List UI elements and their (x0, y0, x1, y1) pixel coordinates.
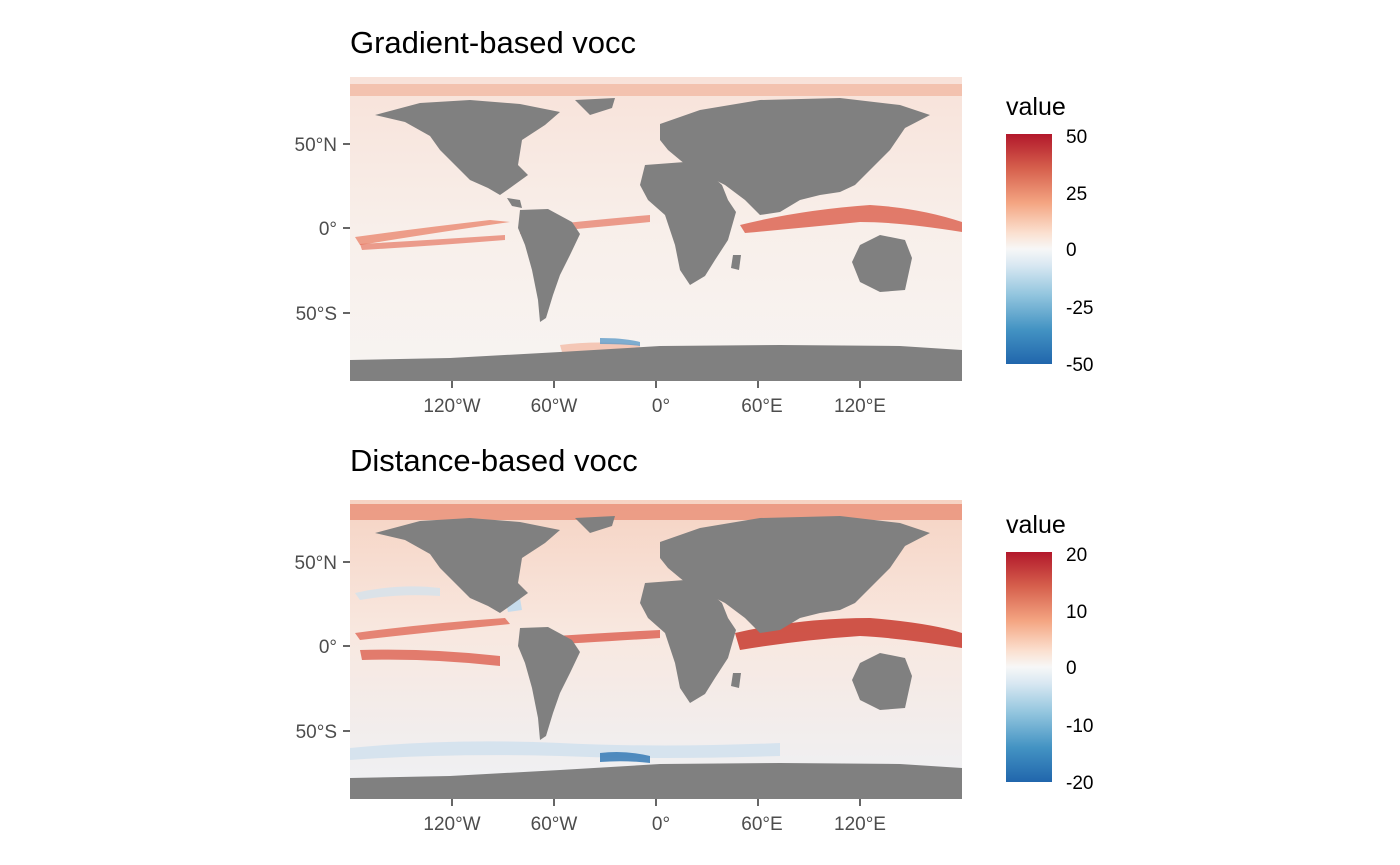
legend-label: -20 (1066, 773, 1094, 794)
color-legend-bar (1006, 552, 1052, 782)
x-tick-label: 60°E (741, 814, 782, 835)
legend-label: 50 (1066, 127, 1088, 148)
land-mask (350, 516, 962, 799)
y-tick-label: 0° (319, 637, 337, 658)
legend-label: 10 (1066, 602, 1088, 623)
legend-label: 25 (1066, 184, 1088, 205)
y-tick-label: 50°S (296, 722, 337, 743)
y-tick-label: 50°S (296, 304, 337, 325)
legend-label: -10 (1066, 716, 1094, 737)
anomaly-bands (350, 84, 962, 352)
x-tick-label: 120°W (423, 396, 480, 417)
x-tick-label: 60°E (741, 396, 782, 417)
legend-title: value (1006, 511, 1066, 539)
gradient-vocc-map: 50°N 0° 50°S 120°W 60°W 0° 60°E 120°E (295, 77, 962, 417)
x-tick-label: 120°W (423, 814, 480, 835)
legend-label: 0 (1066, 240, 1077, 261)
legend-label: -50 (1066, 355, 1094, 376)
distance-vocc-map: 50°N 0° 50°S 120°W 60°W 0° 60°E 120°E (295, 500, 962, 835)
panel-title: Distance-based vocc (350, 443, 638, 478)
x-tick-label: 60°W (531, 814, 578, 835)
x-tick-label: 0° (652, 396, 670, 417)
legend-label: 0 (1066, 658, 1077, 679)
legend-title: value (1006, 93, 1066, 121)
x-tick-label: 120°E (834, 396, 886, 417)
x-tick-label: 120°E (834, 814, 886, 835)
x-tick-label: 0° (652, 814, 670, 835)
color-legend-bar (1006, 134, 1052, 364)
axis-ticks (343, 561, 861, 806)
legend-label: -25 (1066, 298, 1094, 319)
y-tick-label: 0° (319, 219, 337, 240)
panel-title: Gradient-based vocc (350, 25, 637, 60)
y-tick-label: 50°N (295, 135, 337, 156)
land-mask (350, 98, 962, 381)
y-tick-label: 50°N (295, 553, 337, 574)
axis-ticks (343, 143, 861, 388)
legend-label: 20 (1066, 545, 1088, 566)
x-tick-label: 60°W (531, 396, 578, 417)
distance-vocc-panel: Distance-based vocc (0, 418, 1400, 838)
gradient-vocc-panel: Gradient-based vocc (0, 0, 1400, 420)
